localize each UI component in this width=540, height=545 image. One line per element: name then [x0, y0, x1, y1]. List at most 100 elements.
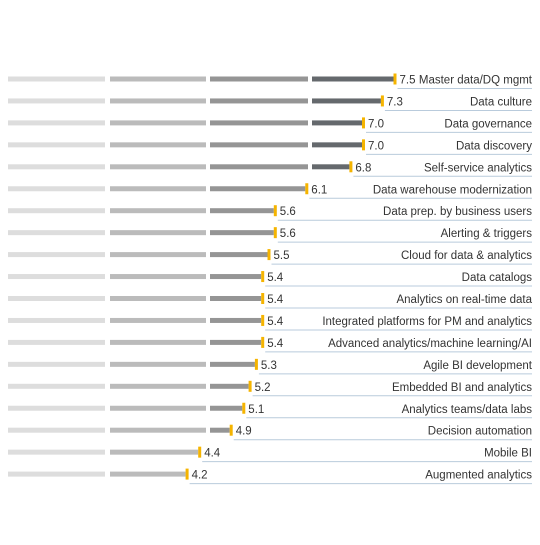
bar-segment [210, 76, 308, 82]
category-label: Embedded BI and analytics [392, 382, 532, 394]
value-label: 5.4 [267, 294, 284, 306]
bar-segment [210, 361, 255, 367]
bar-marker [349, 161, 353, 173]
bar-marker [261, 314, 265, 326]
bar-marker [254, 358, 258, 370]
bar-segment [8, 274, 105, 280]
value-label: 5.1 [248, 404, 264, 416]
bar-segment [110, 405, 206, 411]
bar-segment [8, 252, 105, 258]
bar-segment [312, 164, 350, 170]
category-label: Master data/DQ mgmt [419, 75, 533, 87]
category-label: Analytics on real-time data [396, 294, 532, 306]
value-label: 7.0 [368, 118, 384, 130]
category-label: Integrated platforms for PM and analytic… [322, 316, 532, 328]
category-label: Advanced analytics/machine learning/AI [328, 338, 532, 350]
value-label: 5.6 [280, 206, 296, 218]
category-label: Self-service analytics [424, 162, 532, 174]
bar-segment [8, 471, 105, 477]
bar-marker [362, 139, 365, 151]
category-label: Data warehouse modernization [373, 184, 532, 196]
bar-segment [210, 383, 249, 389]
bar-marker [273, 227, 277, 239]
bar-segment [312, 142, 362, 148]
bar-segment [110, 383, 206, 389]
bar-segment [210, 252, 268, 258]
value-label: 5.4 [267, 272, 284, 284]
bar-marker [362, 117, 365, 129]
bar-segment [210, 208, 274, 214]
value-label: 7.3 [387, 96, 403, 108]
category-label: Cloud for data & analytics [401, 250, 532, 262]
category-label: Data culture [470, 96, 532, 108]
category-label: Decision automation [428, 426, 532, 438]
bar-marker [305, 183, 309, 195]
category-label: Data discovery [456, 140, 532, 152]
bar-segment [210, 339, 262, 345]
bar-segment [110, 186, 206, 192]
value-label: 4.2 [192, 470, 208, 482]
bar-marker [185, 468, 189, 480]
bar-segment [210, 142, 308, 148]
category-label: Data catalogs [462, 272, 533, 284]
value-label: 4.4 [204, 448, 221, 460]
bar-segment [8, 186, 105, 192]
bar-segment [8, 383, 105, 389]
bar-marker [261, 293, 265, 304]
bar-segment [8, 405, 105, 411]
bar-segment [110, 296, 206, 301]
bar-segment [110, 471, 186, 477]
bar-segment [312, 76, 394, 82]
bar-marker [261, 336, 265, 348]
bar-segment [210, 186, 306, 192]
bar-segment [312, 120, 362, 126]
bar-segment [110, 339, 206, 345]
value-label: 7.0 [368, 140, 384, 152]
bar-segment [8, 120, 105, 126]
bar-segment [110, 142, 206, 148]
bar-segment [210, 427, 230, 433]
bar-segment [8, 317, 105, 323]
bar-segment [8, 142, 105, 148]
bar-segment [110, 208, 206, 214]
bar-segment [8, 208, 105, 214]
bar-segment [210, 317, 262, 323]
bar-segment [210, 98, 308, 104]
bar-segment [8, 296, 105, 301]
bar-segment [110, 427, 206, 433]
bar-segment [110, 361, 206, 367]
bar-marker [380, 95, 384, 107]
value-label: 5.4 [267, 316, 284, 328]
bar-segment [110, 230, 206, 236]
bar-marker [242, 402, 246, 414]
bar-segment [8, 449, 105, 455]
bar-segment [110, 449, 199, 455]
bar-segment [210, 296, 262, 301]
bar-segment [8, 164, 105, 170]
category-label: Alerting & triggers [441, 228, 533, 240]
bar-segment [8, 230, 105, 236]
bar-segment [110, 317, 206, 323]
category-label: Augmented analytics [425, 470, 532, 482]
bar-marker [198, 446, 202, 458]
bar-segment [8, 98, 105, 104]
bar-marker [261, 271, 265, 283]
bar-marker [267, 249, 271, 261]
value-label: 6.1 [311, 184, 327, 196]
bar-marker [229, 424, 233, 436]
bar-segment [210, 274, 262, 280]
value-label: 5.6 [280, 228, 296, 240]
value-label: 4.9 [236, 426, 252, 438]
value-label: 5.5 [274, 250, 290, 262]
value-label: 6.8 [355, 162, 371, 174]
category-label: Data governance [444, 118, 532, 130]
category-label: Mobile BI [484, 448, 532, 460]
bar-marker [248, 380, 252, 392]
bar-segment [210, 164, 308, 170]
category-label: Analytics teams/data labs [402, 404, 533, 416]
bar-marker [393, 73, 397, 85]
bar-segment [312, 98, 381, 104]
bar-segment [8, 427, 105, 433]
category-label: Data prep. by business users [383, 206, 532, 218]
